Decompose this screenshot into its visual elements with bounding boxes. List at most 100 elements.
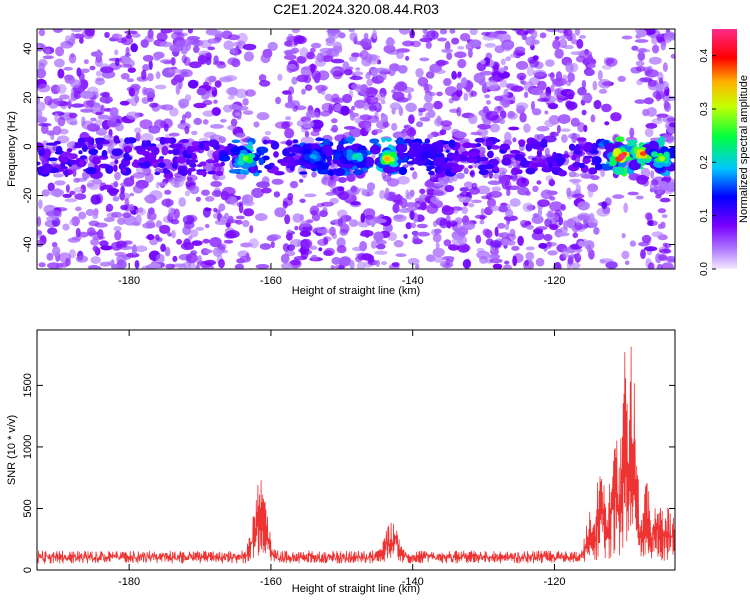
spectrogram-cell	[193, 117, 202, 126]
spectrogram-cell	[292, 139, 299, 144]
spectrogram-cell	[389, 102, 401, 110]
spectrogram-cell	[389, 67, 401, 72]
spectrogram-cell	[499, 79, 508, 88]
spectrogram-cell	[234, 112, 241, 117]
spectrogram-cell	[302, 240, 311, 250]
spectrogram-cell	[573, 253, 579, 259]
spectrogram-cell	[320, 110, 331, 117]
spectrogram-cell	[175, 40, 185, 47]
spectrogram-cell	[179, 168, 188, 176]
spectrogram-cell	[645, 69, 659, 78]
spectrogram-cell	[392, 91, 405, 101]
y-tick-label: 0	[22, 143, 34, 149]
spectrogram-cell	[398, 106, 404, 117]
spectrogram-cell	[525, 251, 535, 261]
spectrogram-cell	[453, 225, 459, 232]
spectrogram-cell	[381, 137, 386, 143]
spectrogram-cell	[111, 148, 123, 157]
spectrogram-cell	[160, 243, 167, 252]
spectrogram-cell	[628, 172, 639, 181]
spectrogram-cell	[536, 125, 550, 132]
spectrogram-cell	[141, 265, 149, 269]
spectrogram-cell	[577, 212, 591, 221]
spectrogram-cell	[299, 178, 304, 183]
spectrogram-cell	[167, 232, 173, 237]
spectrogram-cell	[227, 96, 235, 100]
spectrogram-cell	[417, 76, 429, 87]
spectrogram-cell	[380, 100, 386, 105]
spectrogram-cell	[363, 32, 369, 40]
spectrogram-cell	[62, 223, 70, 231]
spectrogram-cell	[563, 44, 574, 50]
spectrogram-cell	[391, 89, 397, 94]
spectrogram-cell	[287, 146, 300, 153]
spectrogram-cell	[99, 261, 111, 267]
spectrogram-cell	[440, 140, 450, 145]
spectrogram-cell	[180, 139, 190, 143]
spectrogram-cell	[258, 157, 265, 166]
spectrogram-cell	[68, 53, 77, 64]
spectrogram-cell	[284, 214, 291, 225]
spectrogram-cell	[157, 162, 166, 168]
spectrogram-cell	[168, 207, 175, 218]
spectrogram-cell	[126, 78, 134, 83]
spectrogram-cell	[655, 91, 662, 102]
spectrogram-cell	[334, 265, 346, 269]
spectrogram-cell	[581, 94, 593, 102]
spectrogram-cell	[74, 193, 87, 200]
spectrogram-cell	[169, 143, 180, 149]
colorbar-gradient	[712, 29, 737, 269]
spectrogram-cell	[640, 249, 646, 260]
spectrogram-cell	[448, 244, 460, 251]
spectrogram-cell	[114, 49, 119, 56]
hotspot-cell	[389, 151, 397, 158]
spectrogram-y-label: Frequency (Hz)	[6, 111, 18, 187]
spectrogram-cell	[207, 38, 221, 44]
spectrogram-cell	[370, 69, 381, 74]
spectrogram-cell	[579, 35, 586, 39]
spectrogram-cell	[451, 37, 460, 45]
spectrogram-cell	[596, 207, 610, 217]
spectrogram-cell	[73, 187, 84, 193]
spectrogram-cell	[129, 192, 134, 197]
spectrogram-cell	[176, 238, 183, 245]
spectrogram-cell	[313, 73, 321, 84]
spectrogram-hotspot	[409, 141, 446, 167]
spectrogram-cell	[403, 233, 408, 239]
spectrogram-cell	[525, 246, 535, 251]
spectrogram-cell	[576, 38, 584, 49]
spectrogram-cell	[577, 87, 587, 96]
spectrogram-cell	[220, 119, 227, 123]
spectrogram-cell	[52, 29, 63, 33]
spectrogram-cell	[494, 226, 499, 237]
spectrogram-cell	[315, 84, 328, 92]
spectrogram-cell	[243, 195, 250, 203]
snr-series-line	[37, 346, 675, 564]
spectrogram-cell	[310, 130, 320, 137]
spectrogram-cell	[544, 119, 555, 128]
spectrogram-cell	[155, 253, 165, 264]
spectrogram-cell	[139, 119, 153, 130]
spectrogram-cell	[237, 32, 248, 44]
spectrogram-cell	[489, 258, 503, 264]
hotspot-cell	[352, 153, 360, 158]
spectrogram-cell	[184, 125, 190, 135]
spectrogram-cell	[488, 190, 503, 198]
spectrogram-cell	[196, 87, 207, 96]
spectrogram-cell	[509, 53, 517, 58]
hotspot-cell	[641, 151, 647, 156]
spectrogram-cell	[310, 47, 316, 53]
spectrogram-cell	[286, 232, 293, 241]
spectrogram-cell	[508, 126, 520, 131]
spectrogram-cell	[656, 113, 669, 118]
spectrogram-cell	[568, 143, 576, 151]
spectrogram-cell	[394, 214, 404, 220]
spectrogram-cell	[367, 115, 380, 123]
spectrogram-cell	[75, 255, 89, 263]
spectrogram-cell	[37, 161, 41, 166]
spectrogram-cell	[566, 101, 578, 110]
spectrogram-cell	[331, 58, 345, 64]
spectrogram-cell	[113, 135, 120, 144]
spectrogram-cell	[293, 34, 305, 44]
spectrogram-cell	[445, 215, 451, 221]
